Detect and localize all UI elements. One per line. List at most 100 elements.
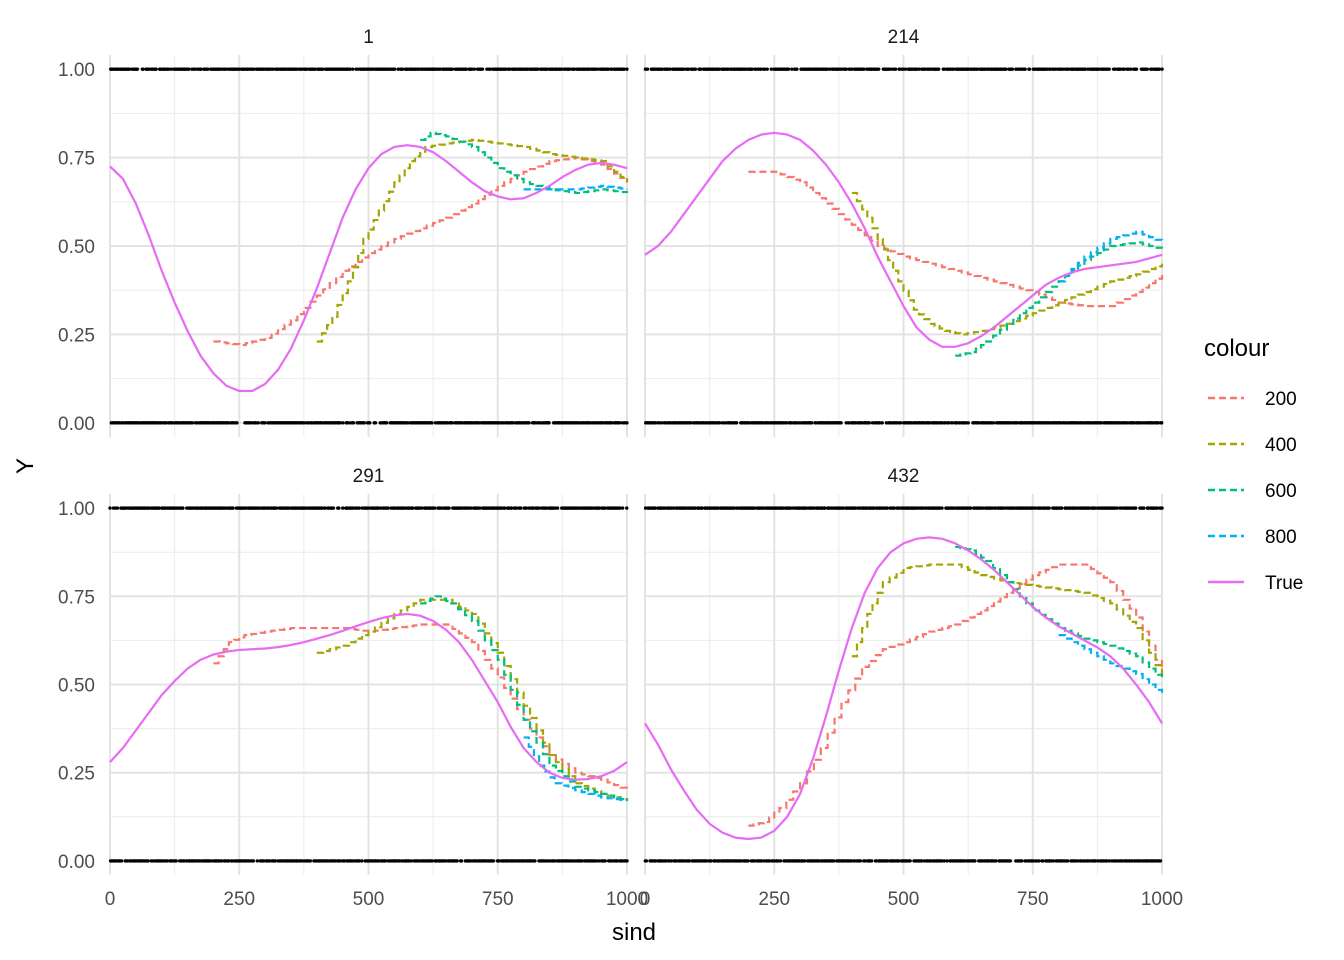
series-line-800	[523, 184, 629, 191]
observation-point	[108, 506, 112, 510]
observation-point	[853, 506, 858, 510]
observation-point	[668, 67, 672, 71]
observation-point	[1023, 67, 1027, 71]
observation-point	[789, 421, 793, 425]
series-line-True	[109, 612, 628, 781]
observation-point	[450, 67, 455, 71]
observation-point	[892, 506, 897, 510]
observation-point	[338, 421, 342, 425]
observation-point	[828, 67, 832, 71]
observation-point	[940, 506, 944, 510]
observation-point	[383, 859, 388, 863]
y-tick-label: 1.00	[58, 60, 95, 81]
observation-point	[536, 67, 540, 71]
observation-point	[858, 859, 863, 863]
observation-point	[716, 506, 720, 510]
observation-point	[859, 421, 864, 425]
observation-point	[700, 506, 704, 510]
observation-point	[257, 506, 262, 510]
legend-label: 800	[1265, 527, 1297, 548]
y-tick-label: 0.00	[58, 414, 95, 435]
observation-point	[603, 506, 607, 510]
observation-point	[943, 421, 948, 425]
observation-point	[957, 421, 962, 425]
facet-panel-291: 291 0.00 0.25 0.50 0.75 1.00 0 250 500 750 1000	[58, 466, 648, 910]
observation-point	[767, 859, 772, 863]
observation-point	[1160, 67, 1164, 71]
observation-point	[351, 421, 356, 425]
observation-point	[351, 67, 355, 71]
observation-point	[1041, 859, 1045, 863]
observation-point	[432, 506, 437, 510]
facet-panel-1: 1 0.00 0.25 0.50 0.75 1.00	[58, 27, 629, 437]
observation-point	[146, 859, 150, 863]
observation-point	[940, 421, 944, 425]
observation-point	[945, 859, 949, 863]
observation-point	[693, 67, 698, 71]
observation-point	[256, 421, 261, 425]
observation-point	[141, 67, 145, 71]
observation-point	[618, 506, 622, 510]
observation-points-1	[643, 67, 1164, 71]
observation-point	[362, 421, 366, 425]
observation-point	[321, 67, 325, 71]
observation-point	[533, 859, 537, 863]
observation-point	[1004, 67, 1008, 71]
observation-point	[397, 859, 402, 863]
observation-point	[878, 421, 882, 425]
observation-point	[809, 421, 814, 425]
legend-label: 400	[1265, 435, 1297, 456]
observation-point	[863, 859, 867, 863]
observation-point	[841, 506, 845, 510]
observation-point	[169, 67, 173, 71]
observation-point	[514, 506, 519, 510]
observation-point	[763, 67, 767, 71]
observation-point	[346, 421, 350, 425]
observation-point	[1160, 506, 1164, 510]
observation-point	[823, 506, 827, 510]
observation-point	[308, 859, 313, 863]
observation-point	[1020, 859, 1024, 863]
observation-point	[645, 67, 650, 71]
observation-point	[704, 859, 709, 863]
observation-point	[917, 67, 921, 71]
observation-point	[1010, 67, 1015, 71]
observation-point	[1051, 859, 1056, 863]
observation-point	[951, 67, 956, 71]
observation-point	[572, 67, 577, 71]
observation-point	[625, 859, 629, 863]
observation-point	[219, 859, 224, 863]
observation-points-1	[109, 67, 629, 71]
observation-point	[341, 506, 345, 510]
observation-point	[360, 859, 364, 863]
x-tick-label: 0	[105, 889, 116, 910]
observation-point	[734, 421, 739, 425]
observation-point	[1159, 421, 1164, 425]
observation-point	[844, 67, 849, 71]
observation-point	[555, 506, 560, 510]
observation-point	[942, 67, 947, 71]
observation-point	[497, 859, 501, 863]
observation-point	[1048, 67, 1053, 71]
observation-point	[379, 506, 383, 510]
legend-item-600: 600	[1208, 481, 1297, 502]
observation-point	[357, 859, 362, 863]
x-tick-label: 750	[482, 889, 514, 910]
observation-point	[969, 506, 973, 510]
observation-point	[254, 421, 258, 425]
observation-point	[251, 67, 256, 71]
observation-point	[305, 67, 309, 71]
observation-point	[1120, 506, 1124, 510]
observation-point	[664, 859, 668, 863]
observation-point	[597, 506, 601, 510]
observation-point	[357, 506, 361, 510]
observation-point	[981, 506, 985, 510]
observation-point	[1126, 421, 1130, 425]
observation-point	[657, 421, 661, 425]
observation-point	[936, 67, 941, 71]
observation-point	[135, 67, 140, 71]
observation-point	[693, 506, 698, 510]
series-line-600	[955, 241, 1164, 357]
observation-point	[746, 859, 750, 863]
observation-point	[157, 506, 161, 510]
